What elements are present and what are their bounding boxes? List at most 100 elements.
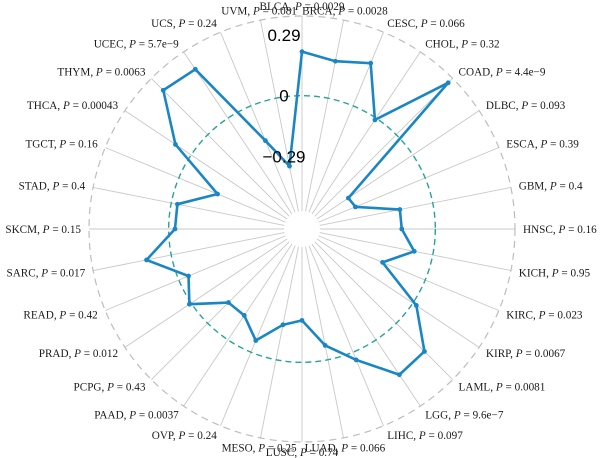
- label-p-symbol: P: [299, 447, 307, 458]
- spoke-ucec: [183, 51, 293, 215]
- point-lgg: [396, 372, 402, 378]
- label-equals: =: [503, 382, 515, 394]
- label-equals: =: [260, 5, 272, 17]
- label-equals: =: [348, 443, 360, 455]
- label-read: READ, P = 0.42: [23, 309, 97, 321]
- label-p-symbol: P: [73, 348, 81, 360]
- point-dlbc: [345, 195, 351, 201]
- label-p-value: 0.4: [71, 180, 85, 192]
- point-esca: [353, 204, 358, 210]
- point-hnsc: [399, 226, 405, 232]
- spoke-thca: [124, 110, 288, 220]
- label-p-value: 0.95: [570, 268, 590, 280]
- label-p-value: 0.0028: [357, 5, 388, 17]
- label-separator: ,: [413, 430, 419, 442]
- label-equals: =: [302, 1, 314, 13]
- label-separator: ,: [247, 5, 253, 17]
- label-p-symbol: P: [62, 100, 70, 112]
- label-p-value: 0.25: [277, 443, 297, 455]
- label-brca: BRCA, P = 0.0028: [302, 5, 388, 17]
- label-separator: ,: [36, 268, 42, 280]
- label-category: PRAD: [39, 348, 69, 360]
- label-equals: =: [345, 5, 357, 17]
- spoke-laml: [314, 241, 453, 380]
- spoke-thym: [151, 78, 290, 217]
- label-category: DLBC: [486, 100, 516, 112]
- point-read: [186, 273, 191, 279]
- label-separator: ,: [124, 39, 130, 51]
- label-category: LUAD: [305, 443, 336, 455]
- spoke-esca: [318, 147, 499, 223]
- label-p-symbol: P: [538, 309, 546, 321]
- label-p-value: 0.0081: [515, 382, 546, 394]
- label-gbm: GBM, P = 0.4: [519, 180, 583, 192]
- label-ucec: UCEC, P = 5.7e−9: [94, 39, 179, 51]
- point-prad: [187, 301, 192, 307]
- label-category: KIRC: [506, 309, 533, 321]
- label-category: ESCA: [506, 139, 535, 151]
- spoke-sarc: [93, 232, 285, 271]
- label-p-symbol: P: [95, 66, 103, 78]
- label-category: PCPG: [74, 382, 102, 394]
- label-category: STAD: [19, 180, 47, 192]
- label-equals: =: [559, 268, 571, 280]
- point-thym: [160, 87, 166, 93]
- spoke-ovp: [220, 245, 296, 426]
- label-category: BRCA: [302, 5, 332, 17]
- label-separator: ,: [533, 309, 539, 321]
- label-prad: PRAD, P = 0.012: [39, 348, 118, 360]
- label-separator: ,: [69, 348, 75, 360]
- label-p-symbol: P: [418, 430, 426, 442]
- label-p-value: 0.023: [557, 309, 583, 321]
- label-equals: =: [185, 18, 197, 30]
- spoke-gbm: [319, 187, 511, 226]
- label-equals: =: [114, 382, 126, 394]
- label-p-value: 0.017: [60, 268, 86, 280]
- label-p-symbol: P: [420, 18, 428, 30]
- label-p-symbol: P: [128, 39, 136, 51]
- point-thca: [173, 142, 178, 147]
- label-separator: ,: [553, 224, 559, 236]
- radial-tick-labels: −0.29 0 0.29: [262, 26, 305, 167]
- label-separator: ,: [535, 139, 541, 151]
- label-cesc: CESC, P = 0.066: [387, 18, 465, 30]
- point-gbm: [397, 207, 403, 212]
- label-p-symbol: P: [177, 430, 185, 442]
- label-p-symbol: P: [42, 224, 50, 236]
- label-separator: ,: [124, 409, 130, 421]
- spoke-kirp: [316, 238, 480, 348]
- label-separator: ,: [173, 18, 179, 30]
- label-p-symbol: P: [257, 443, 265, 455]
- label-esca: ESCA, P = 0.39: [506, 139, 579, 151]
- point-stad: [175, 201, 180, 207]
- label-separator: ,: [54, 139, 60, 151]
- spoke-coad: [314, 78, 453, 217]
- spoke-dlbc: [316, 110, 480, 220]
- label-dlbc: DLBC, P = 0.093: [486, 100, 566, 112]
- label-equals: =: [428, 18, 440, 30]
- label-equals: =: [66, 309, 78, 321]
- label-p-symbol: P: [106, 382, 114, 394]
- label-separator: ,: [57, 100, 63, 112]
- label-kich: KICH, P = 0.95: [519, 268, 591, 280]
- label-p-symbol: P: [337, 5, 345, 17]
- label-p-symbol: P: [40, 268, 48, 280]
- point-lusc: [299, 317, 305, 323]
- label-kirc: KIRC, P = 0.023: [506, 309, 583, 321]
- label-separator: ,: [333, 5, 339, 17]
- label-category: OVP: [152, 430, 174, 442]
- label-category: KICH: [519, 268, 546, 280]
- point-kirc: [380, 259, 385, 265]
- point-brca: [332, 58, 338, 64]
- label-p-symbol: P: [460, 39, 468, 51]
- label-equals: =: [565, 224, 577, 236]
- label-category: UVM: [221, 5, 247, 17]
- label-category: GBM: [519, 180, 545, 192]
- point-coad: [445, 80, 451, 86]
- spoke-pcpg: [151, 241, 290, 380]
- label-separator: ,: [456, 39, 462, 51]
- label-lgg: LGG, P = 9.6e−7: [425, 409, 504, 421]
- point-pcpg: [226, 300, 231, 305]
- point-lihc: [353, 357, 359, 363]
- label-p-value: 0.39: [559, 139, 579, 151]
